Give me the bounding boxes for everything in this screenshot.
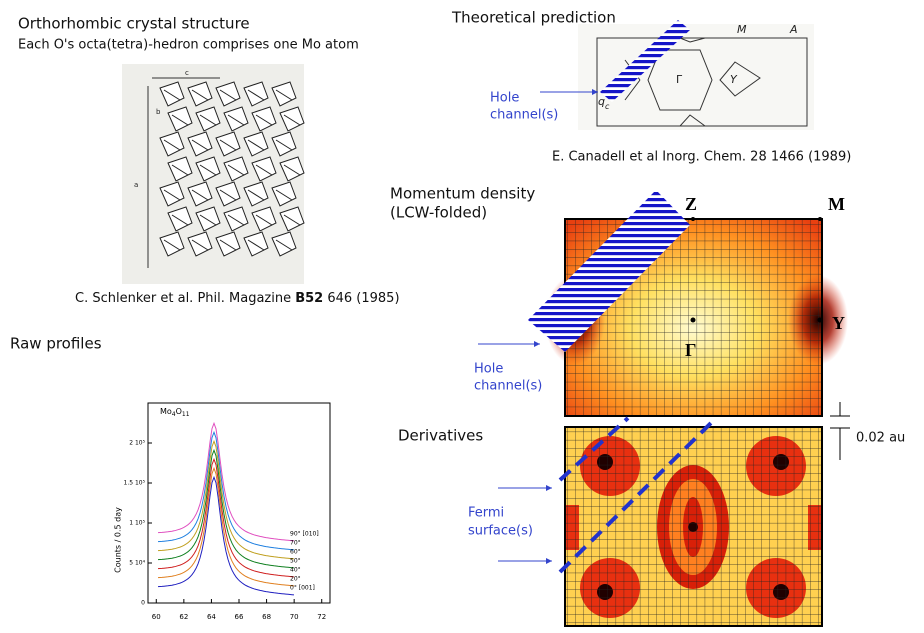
x-tick-label: 72 xyxy=(317,613,326,621)
label: M xyxy=(828,194,845,214)
y-tick-label: 2 10⁵ xyxy=(129,440,145,447)
legend-label: 90° [010] xyxy=(290,531,319,538)
legend-label: 60° xyxy=(290,549,301,556)
legend-label: 0° [001] xyxy=(290,585,315,592)
arrow-head xyxy=(546,485,552,491)
title: (LCW-folded) xyxy=(390,204,487,222)
x-tick-label: 60 xyxy=(152,613,161,621)
legend-label: 20° xyxy=(290,576,301,583)
x-tick-label: 64 xyxy=(207,613,216,621)
crystal-image: c b a xyxy=(122,64,304,284)
axis-label: a xyxy=(134,181,138,189)
label: M xyxy=(737,23,747,36)
scale-label: 0.02 au xyxy=(856,431,905,446)
label: A xyxy=(789,23,798,36)
axis-label: b xyxy=(156,108,161,116)
label: Y xyxy=(832,313,845,333)
citation: E. Canadell et al Inorg. Chem. 28 1466 (… xyxy=(552,150,851,165)
axis-label: c xyxy=(185,69,189,77)
citation: C. Schlenker et al. Phil. Magazine B52 6… xyxy=(75,291,400,306)
title: Raw profiles xyxy=(10,335,102,353)
legend-label: 70° xyxy=(290,540,301,547)
annotation: channel(s) xyxy=(490,108,558,123)
label: Γ xyxy=(685,340,696,360)
x-tick-label: 66 xyxy=(235,613,244,621)
x-tick-label: 68 xyxy=(262,613,271,621)
y-tick-label: 5 10⁴ xyxy=(129,560,145,567)
title: Momentum density xyxy=(390,185,535,203)
y-axis-label: Counts / 0.5 day xyxy=(114,507,123,573)
slide: Orthorhombic crystal structure Each O's … xyxy=(0,0,924,629)
legend-label: 40° xyxy=(290,567,301,574)
title: Orthorhombic crystal structure xyxy=(18,15,250,33)
derivative-map xyxy=(560,418,822,626)
arrow-head xyxy=(534,341,540,347)
title: Theoretical prediction xyxy=(451,9,616,27)
label: Γ xyxy=(676,73,683,86)
momentum-map xyxy=(528,190,848,416)
scale-bar xyxy=(830,402,850,460)
legend-label: 50° xyxy=(290,558,301,565)
annotation: channel(s) xyxy=(474,379,542,394)
x-tick-label: 70 xyxy=(290,613,299,621)
y-tick-label: 1.5 10⁵ xyxy=(124,480,146,487)
subtitle: Each O's octa(tetra)-hedron comprises on… xyxy=(18,38,359,53)
title: Derivatives xyxy=(398,427,483,445)
x-tick-label: 62 xyxy=(179,613,188,621)
label: Z xyxy=(685,194,697,214)
profile-plot: Mo4O11 Counts / 0.5 day 6062646668707205… xyxy=(114,403,331,621)
annotation: Hole xyxy=(490,91,519,106)
y-tick-label: 0 xyxy=(141,600,145,607)
theory-image: M A Γ Y qc xyxy=(578,20,814,130)
y-tick-label: 1 10⁵ xyxy=(129,520,145,527)
annotation: surface(s) xyxy=(468,524,533,539)
arrow-head xyxy=(546,558,552,564)
annotation: Hole xyxy=(474,362,503,377)
annotation: Fermi xyxy=(468,506,504,521)
